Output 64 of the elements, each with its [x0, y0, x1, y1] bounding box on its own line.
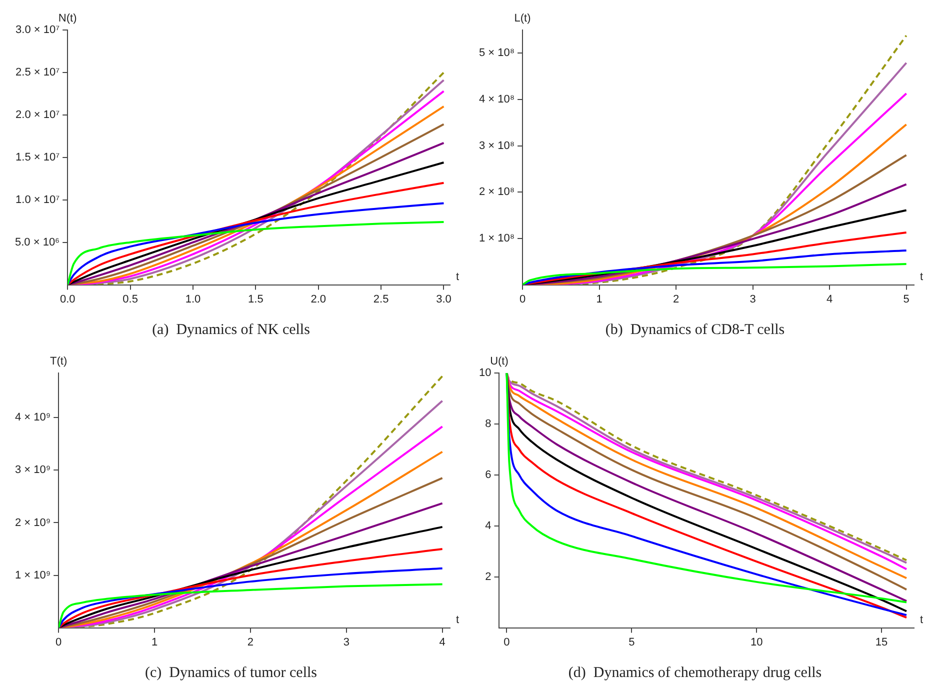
x-tick-label: 2: [672, 293, 680, 306]
x-axis-title: t: [920, 270, 924, 283]
x-tick-label: 4: [439, 636, 446, 648]
y-tick-label: 4: [485, 520, 492, 532]
y-tick-label: 2.0 × 10⁷: [16, 108, 60, 121]
x-tick-label: 0: [504, 636, 510, 648]
x-tick-label: 3.0: [436, 293, 452, 306]
text: (a) Dynamics of NK cells: [152, 322, 310, 338]
y-tick-label: 2.5 × 10⁷: [16, 66, 60, 78]
y-tick-label: 1.0 × 10⁷: [16, 194, 60, 206]
line-series: [58, 526, 444, 628]
y-axis-title: L(t): [514, 12, 531, 25]
x-tick-label: 0.0: [60, 293, 76, 306]
y-tick-label: 5.0 × 10⁶: [14, 236, 60, 248]
x-tick-label: 1: [151, 636, 158, 648]
x-tick-label: 3: [343, 636, 350, 648]
text: (d) Dynamics of chemotherapy drug cells: [568, 664, 822, 681]
y-tick-label: 2 × 10⁸: [479, 186, 515, 198]
y-tick-label: 1 × 10⁹: [14, 569, 51, 582]
y-tick-label: 6: [485, 468, 492, 481]
line-series: [58, 583, 444, 628]
y-tick-label: 1 × 10⁸: [479, 232, 515, 245]
text: (c) Dynamics of tumor cells: [144, 664, 318, 681]
x-tick-label: 1: [596, 293, 602, 306]
line-series: [68, 202, 445, 285]
x-tick-label: 3: [750, 293, 756, 306]
x-tick-label: 4: [826, 293, 833, 306]
x-axis-title: t: [456, 270, 460, 283]
line-series: [58, 502, 444, 628]
x-tick-label: 5: [903, 293, 910, 306]
x-tick-label: 10: [750, 636, 763, 648]
y-tick-label: 8: [485, 418, 492, 430]
line-series: [68, 182, 445, 285]
x-tick-label: 2.5: [373, 293, 389, 306]
line-series: [522, 250, 908, 285]
x-tick-label: 1.0: [185, 293, 201, 306]
x-tick-label: 15: [875, 636, 888, 648]
y-tick-label: 2 × 10⁹: [14, 516, 51, 529]
line-series: [522, 262, 908, 285]
y-tick-label: 4 × 10⁸: [479, 94, 515, 106]
y-tick-label: 5 × 10⁸: [479, 47, 515, 60]
x-axis-title: t: [920, 614, 924, 626]
x-tick-label: 1.5: [248, 293, 264, 306]
x-tick-label: 0: [56, 636, 62, 648]
x-tick-label: 0: [519, 293, 526, 306]
y-axis-title: U(t): [490, 356, 508, 368]
y-tick-label: 3 × 10⁸: [479, 140, 515, 152]
y-tick-label: 2: [485, 570, 492, 583]
line-series: [58, 567, 444, 628]
x-tick-label: 0.5: [122, 293, 138, 306]
text: (b) Dynamics of CD8-T cells: [605, 322, 785, 338]
y-tick-label: 3.0 × 10⁷: [16, 24, 60, 36]
y-axis-title: N(t): [58, 12, 77, 25]
y-tick-label: 3 × 10⁹: [14, 464, 51, 476]
y-tick-label: 10: [478, 367, 492, 380]
y-axis-title: T(t): [50, 356, 68, 368]
y-tick-label: 1.5 × 10⁷: [16, 151, 60, 164]
x-axis-title: t: [456, 614, 460, 626]
y-tick-label: 4 × 10⁹: [14, 412, 51, 424]
line-series: [68, 220, 445, 285]
x-tick-label: 2.0: [310, 293, 326, 306]
x-tick-label: 5: [628, 636, 635, 648]
x-tick-label: 2: [247, 636, 254, 648]
line-series: [58, 548, 444, 628]
